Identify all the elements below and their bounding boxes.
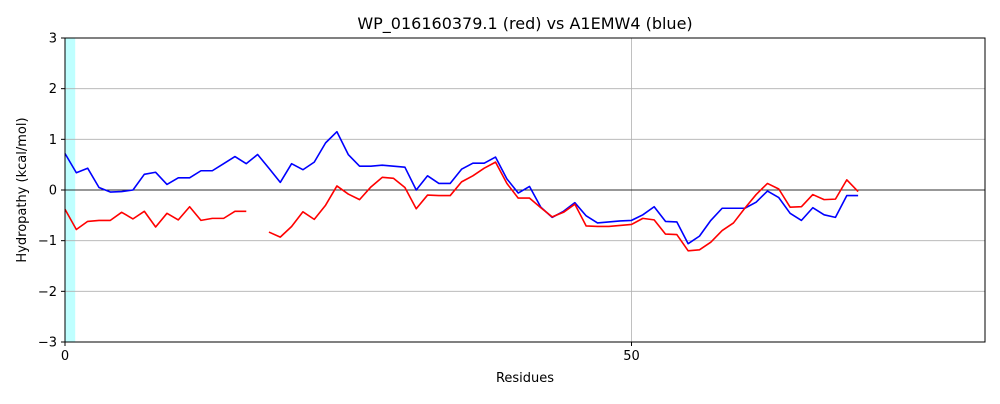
x-axis-label: Residues <box>496 371 554 386</box>
y-tick-label: −1 <box>38 234 57 249</box>
y-tick-label: 3 <box>49 32 57 47</box>
y-axis-label: Hydropathy (kcal/mol) <box>15 117 30 262</box>
series-layer <box>64 130 859 252</box>
y-tick-label: 0 <box>49 184 57 199</box>
x-tick-label: 0 <box>61 349 69 364</box>
y-tick-label: 1 <box>49 133 57 148</box>
x-tick-label: 50 <box>623 349 640 364</box>
ticks-layer: 0 50 −3 −2 −1 0 1 2 3 <box>38 32 640 365</box>
y-tick-label: −3 <box>38 336 57 351</box>
series-line-1 <box>64 130 859 245</box>
y-tick-label: −2 <box>38 285 57 300</box>
series-line-2 <box>64 161 859 252</box>
y-tick-label: 2 <box>49 82 57 97</box>
chart-title: WP_016160379.1 (red) vs A1EMW4 (blue) <box>357 14 692 34</box>
